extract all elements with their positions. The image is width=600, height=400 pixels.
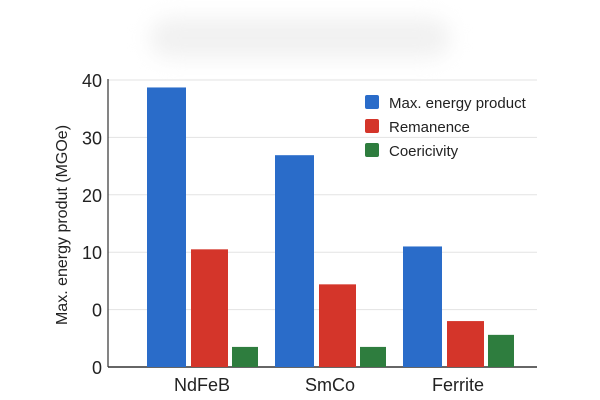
- bar-ndfeb-remanence: [191, 249, 228, 367]
- bar-smco-remanence: [319, 284, 356, 367]
- x-tick-label: SmCo: [305, 375, 355, 395]
- y-tick-label: 10: [82, 243, 102, 263]
- bar-smco-coericivity: [360, 346, 386, 367]
- legend-swatch: [365, 119, 379, 133]
- legend-label: Max. energy product: [389, 95, 527, 112]
- legend-label: Remanence: [389, 119, 470, 136]
- y-tick-label: 0: [92, 358, 102, 378]
- y-tick-label: 40: [82, 71, 102, 91]
- legend-label: Coericivity: [389, 143, 459, 160]
- bar-ndfeb-max-energy-product: [147, 87, 186, 367]
- bar-ferrite-max-energy-product: [403, 246, 442, 367]
- bar-ndfeb-coericivity: [232, 346, 258, 367]
- y-tick-label: 0: [92, 301, 102, 321]
- x-tick-label: NdFeB: [174, 375, 230, 395]
- bar-ferrite-remanence: [447, 321, 484, 367]
- y-tick-label: 30: [82, 128, 102, 148]
- y-tick-label: 20: [82, 186, 102, 206]
- y-axis-label: Max. energy produt (MGOe): [54, 125, 71, 325]
- bar-smco-max-energy-product: [275, 155, 314, 367]
- blurred-title-area: [150, 18, 450, 58]
- legend-swatch: [365, 143, 379, 157]
- x-tick-label: Ferrite: [432, 375, 484, 395]
- bar-ferrite-coericivity: [488, 334, 514, 367]
- legend-swatch: [365, 95, 379, 109]
